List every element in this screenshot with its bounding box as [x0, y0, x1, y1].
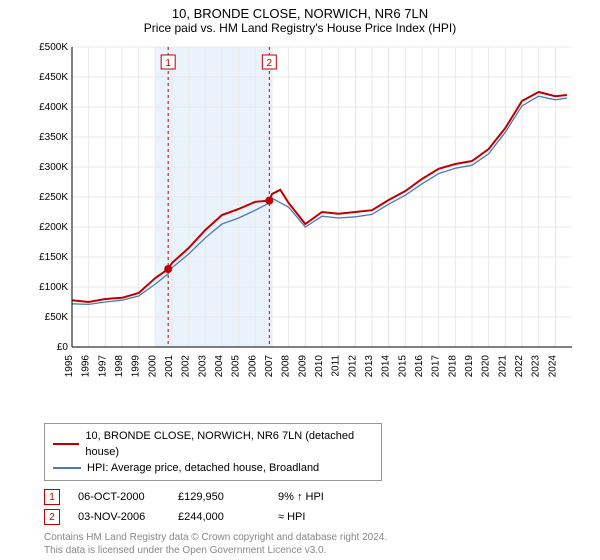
- svg-text:2023: 2023: [531, 355, 542, 378]
- svg-text:£400K: £400K: [39, 102, 68, 113]
- sale-relative: ≈ HPI: [278, 511, 358, 523]
- legend: 10, BRONDE CLOSE, NORWICH, NR6 7LN (deta…: [44, 423, 382, 481]
- page-title: 10, BRONDE CLOSE, NORWICH, NR6 7LN: [0, 6, 600, 21]
- svg-text:2018: 2018: [447, 355, 458, 378]
- svg-text:2004: 2004: [214, 355, 225, 378]
- svg-text:£150K: £150K: [39, 252, 68, 263]
- svg-text:2015: 2015: [397, 355, 408, 378]
- sale-relative: 9% ↑ HPI: [278, 491, 358, 503]
- svg-text:2011: 2011: [331, 355, 342, 377]
- svg-text:2008: 2008: [281, 355, 292, 378]
- sale-row: 1 06-OCT-2000 £129,950 9% ↑ HPI: [44, 489, 600, 505]
- svg-text:2021: 2021: [497, 355, 508, 378]
- svg-text:1996: 1996: [81, 355, 92, 378]
- svg-text:1998: 1998: [114, 355, 125, 378]
- svg-text:1: 1: [165, 58, 171, 69]
- svg-text:£350K: £350K: [39, 132, 68, 143]
- sale-price: £244,000: [178, 511, 278, 523]
- svg-text:2001: 2001: [164, 355, 175, 378]
- legend-swatch: [53, 443, 79, 445]
- svg-text:1995: 1995: [64, 355, 75, 378]
- svg-text:2014: 2014: [381, 355, 392, 378]
- svg-text:2002: 2002: [181, 355, 192, 378]
- svg-text:2017: 2017: [431, 355, 442, 378]
- svg-text:2013: 2013: [364, 355, 375, 378]
- sale-price: £129,950: [178, 491, 278, 503]
- svg-text:2000: 2000: [147, 355, 158, 378]
- svg-text:£450K: £450K: [39, 72, 68, 83]
- svg-text:2: 2: [267, 58, 273, 69]
- svg-text:£100K: £100K: [39, 282, 68, 293]
- legend-label: HPI: Average price, detached house, Broa…: [87, 460, 319, 476]
- svg-text:2022: 2022: [514, 355, 525, 378]
- svg-text:£500K: £500K: [39, 42, 68, 53]
- svg-text:1997: 1997: [97, 355, 108, 378]
- footer-text: Contains HM Land Registry data © Crown c…: [44, 531, 600, 557]
- page-subtitle: Price paid vs. HM Land Registry's House …: [0, 21, 600, 35]
- svg-text:2005: 2005: [231, 355, 242, 378]
- svg-text:2024: 2024: [547, 355, 558, 378]
- price-chart: £0 £50K £100K £150K £200K £250K £300K £350K £400…: [32, 37, 592, 417]
- svg-text:£50K: £50K: [45, 312, 69, 323]
- sale-marker-icon: 2: [44, 509, 60, 525]
- svg-text:£0: £0: [57, 342, 69, 353]
- sale-date: 06-OCT-2000: [78, 491, 178, 503]
- svg-text:2007: 2007: [264, 355, 275, 378]
- sale-list: 1 06-OCT-2000 £129,950 9% ↑ HPI 2 03-NOV…: [44, 489, 600, 525]
- svg-text:2003: 2003: [197, 355, 208, 378]
- sale-marker-icon: 1: [44, 489, 60, 505]
- svg-text:2020: 2020: [481, 355, 492, 378]
- svg-text:2016: 2016: [414, 355, 425, 378]
- svg-text:£300K: £300K: [39, 162, 68, 173]
- svg-text:2006: 2006: [247, 355, 258, 378]
- legend-label: 10, BRONDE CLOSE, NORWICH, NR6 7LN (deta…: [85, 428, 373, 460]
- legend-item: 10, BRONDE CLOSE, NORWICH, NR6 7LN (deta…: [53, 428, 373, 460]
- sale-row: 2 03-NOV-2006 £244,000 ≈ HPI: [44, 509, 600, 525]
- svg-text:2010: 2010: [314, 355, 325, 378]
- svg-text:£200K: £200K: [39, 222, 68, 233]
- svg-text:2009: 2009: [297, 355, 308, 378]
- svg-text:2019: 2019: [464, 355, 475, 378]
- legend-swatch: [53, 467, 81, 469]
- legend-item: HPI: Average price, detached house, Broa…: [53, 460, 373, 476]
- svg-text:1999: 1999: [131, 355, 142, 378]
- svg-text:£250K: £250K: [39, 192, 68, 203]
- sale-date: 03-NOV-2006: [78, 511, 178, 523]
- svg-text:2012: 2012: [347, 355, 358, 378]
